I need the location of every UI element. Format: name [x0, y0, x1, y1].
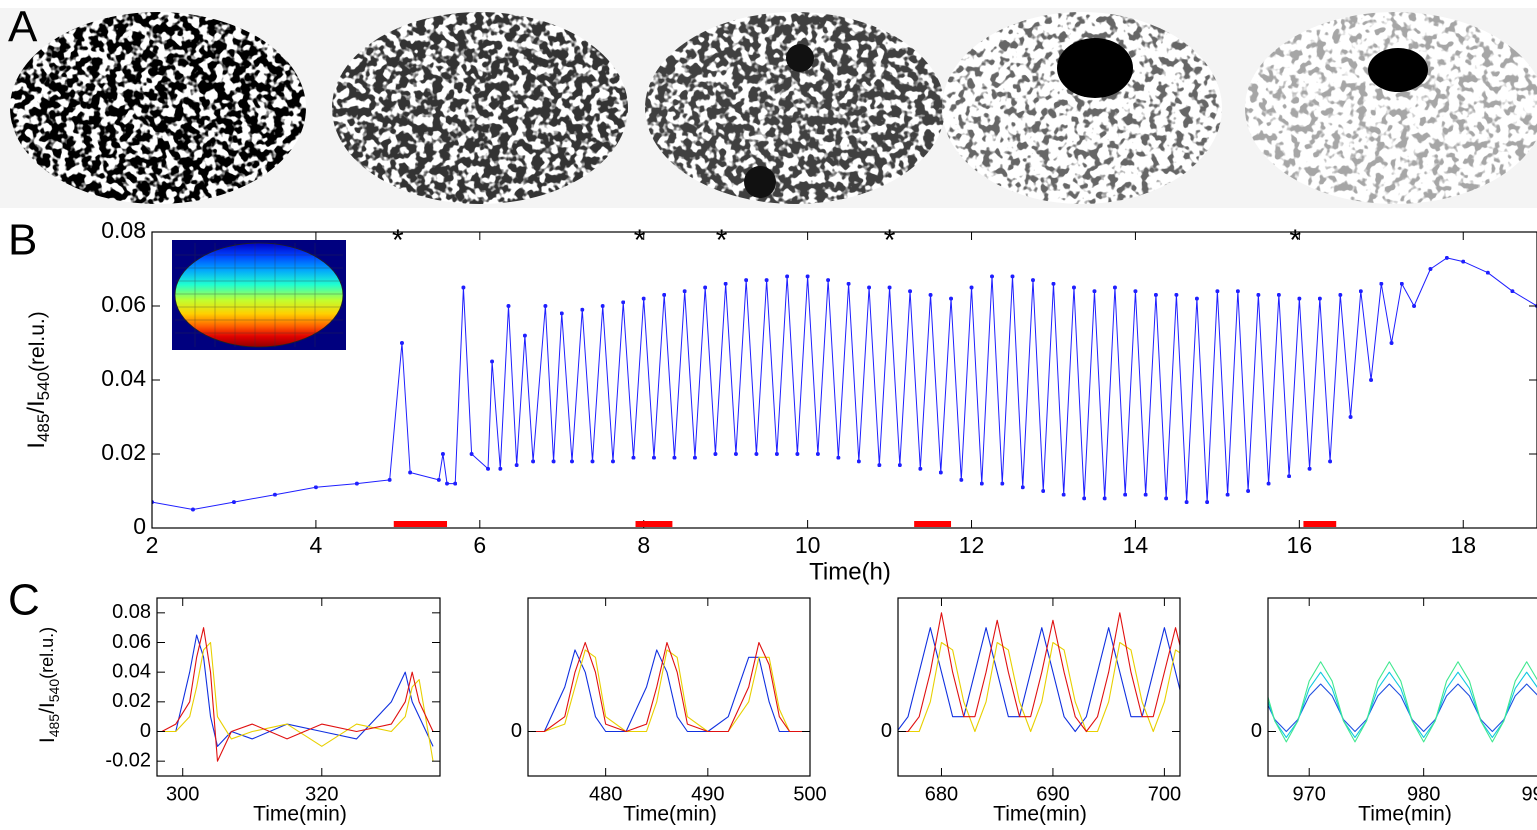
y-tick-label: 0	[140, 720, 151, 742]
interval-bar	[393, 521, 448, 527]
y-tick-label: 0	[511, 720, 522, 742]
annotation-marker: *	[392, 224, 404, 257]
interval-bar	[1303, 521, 1337, 527]
data-line	[898, 627, 1180, 733]
plot-area	[898, 612, 1180, 733]
micrograph	[1245, 12, 1537, 204]
x-tick-label: 16	[1287, 532, 1313, 558]
y-axis-label-part: 540	[34, 372, 53, 400]
y-axis-label: I485/I540(rel.u.)	[36, 627, 62, 743]
panel-label: B	[8, 216, 37, 265]
y-axis-label-part: (rel.u.)	[26, 311, 49, 372]
plot-area	[528, 641, 810, 733]
x-tick-label: 970	[1293, 783, 1326, 805]
inset-map	[172, 240, 346, 350]
x-tick-label: 990	[1521, 783, 1537, 805]
x-tick-label: 500	[793, 783, 826, 805]
y-tick-label: 0.06	[101, 291, 146, 317]
data-line	[528, 649, 810, 733]
data-line	[898, 612, 1180, 733]
data-line	[1268, 671, 1537, 738]
axes-frame	[897, 597, 1181, 777]
micrograph	[645, 12, 945, 204]
chart: 480 490 500 0 Time(min)	[511, 597, 827, 826]
annotation-marker: *	[716, 224, 728, 257]
y-tick-label: 0.08	[101, 217, 146, 243]
y-axis-label-part: /I	[36, 702, 59, 714]
panel-label: A	[8, 3, 38, 52]
x-axis-label: Time(h)	[809, 558, 891, 585]
x-tick-label: 300	[166, 783, 199, 805]
data-line	[528, 641, 810, 733]
axes-frame	[527, 597, 811, 777]
chart: 2 4 6 8 10 12 14 16 18 0 0.02 0.04 0.06 0.08 Time(h) I4…	[23, 217, 1537, 585]
x-tick-label: 14	[1123, 532, 1149, 558]
data-line	[152, 255, 1537, 512]
y-tick-label: 0.04	[112, 660, 151, 682]
y-tick-label: 0.06	[112, 631, 151, 653]
annotation-marker: *	[1289, 224, 1301, 257]
micrograph	[10, 12, 306, 204]
x-axis-label: Time(min)	[1358, 803, 1452, 826]
panel-label: C	[8, 576, 40, 625]
x-axis-label: Time(min)	[993, 803, 1087, 826]
x-tick-label: 320	[305, 783, 338, 805]
interval-bar	[635, 521, 673, 527]
plot-area	[1268, 661, 1537, 743]
axes-frame	[156, 597, 441, 777]
x-tick-label: 6	[473, 532, 486, 558]
x-axis-label: Time(min)	[623, 803, 717, 826]
data-line	[161, 634, 434, 747]
x-tick-label: 4	[310, 532, 323, 558]
x-tick-label: 8	[637, 532, 650, 558]
data-line	[1268, 683, 1537, 733]
data-line	[1268, 661, 1537, 743]
annotation-marker: *	[884, 224, 896, 257]
y-axis-label-part: (rel.u.)	[37, 627, 57, 679]
data-line	[898, 641, 1180, 733]
y-tick-label: 0.04	[101, 365, 146, 391]
data-line	[161, 627, 434, 762]
y-axis-label-part: /I	[23, 400, 50, 413]
micrograph	[332, 12, 628, 204]
y-axis-label: I485/I540(rel.u.)	[23, 311, 53, 448]
y-tick-label: 0	[1251, 720, 1262, 742]
y-tick-label: 0.08	[112, 601, 151, 623]
x-tick-label: 2	[146, 532, 159, 558]
x-tick-label: 700	[1148, 783, 1181, 805]
x-tick-label: 18	[1450, 532, 1476, 558]
x-tick-label: 480	[589, 783, 622, 805]
y-tick-label: 0.02	[101, 439, 146, 465]
x-tick-label: 10	[795, 532, 821, 558]
y-axis-label-part: I	[23, 442, 50, 449]
y-tick-label: 0.02	[112, 690, 151, 712]
chart: 970 980 990 0 Time(min)	[1251, 597, 1537, 826]
y-axis-label-part: 540	[46, 679, 62, 703]
y-tick-label: 0	[133, 513, 146, 539]
x-tick-label: 680	[925, 783, 958, 805]
y-tick-label: -0.02	[105, 749, 151, 771]
x-tick-label: 690	[1036, 783, 1069, 805]
chart: 300 320 -0.02 0 0.02 0.04 0.06 0.08 Time(min) I48…	[36, 597, 441, 826]
x-tick-label: 980	[1407, 783, 1440, 805]
annotation-marker: *	[634, 224, 646, 257]
y-axis-label-part: 485	[34, 414, 53, 442]
interval-bar	[914, 521, 952, 527]
y-axis-label-part: I	[36, 737, 59, 743]
inset-ellipse	[174, 242, 344, 348]
axes-frame	[1267, 597, 1537, 777]
plot-area	[152, 255, 1537, 512]
plot-area	[161, 627, 434, 762]
y-axis-label-part: 485	[46, 714, 62, 738]
data-line	[161, 641, 434, 762]
x-tick-label: 12	[959, 532, 985, 558]
x-tick-label: 490	[691, 783, 724, 805]
y-tick-label: 0	[881, 720, 892, 742]
micrograph	[942, 12, 1222, 204]
panel-a-images	[0, 8, 1537, 208]
x-axis-label: Time(min)	[253, 803, 347, 826]
chart: 680 690 700 0 Time(min)	[881, 597, 1181, 826]
